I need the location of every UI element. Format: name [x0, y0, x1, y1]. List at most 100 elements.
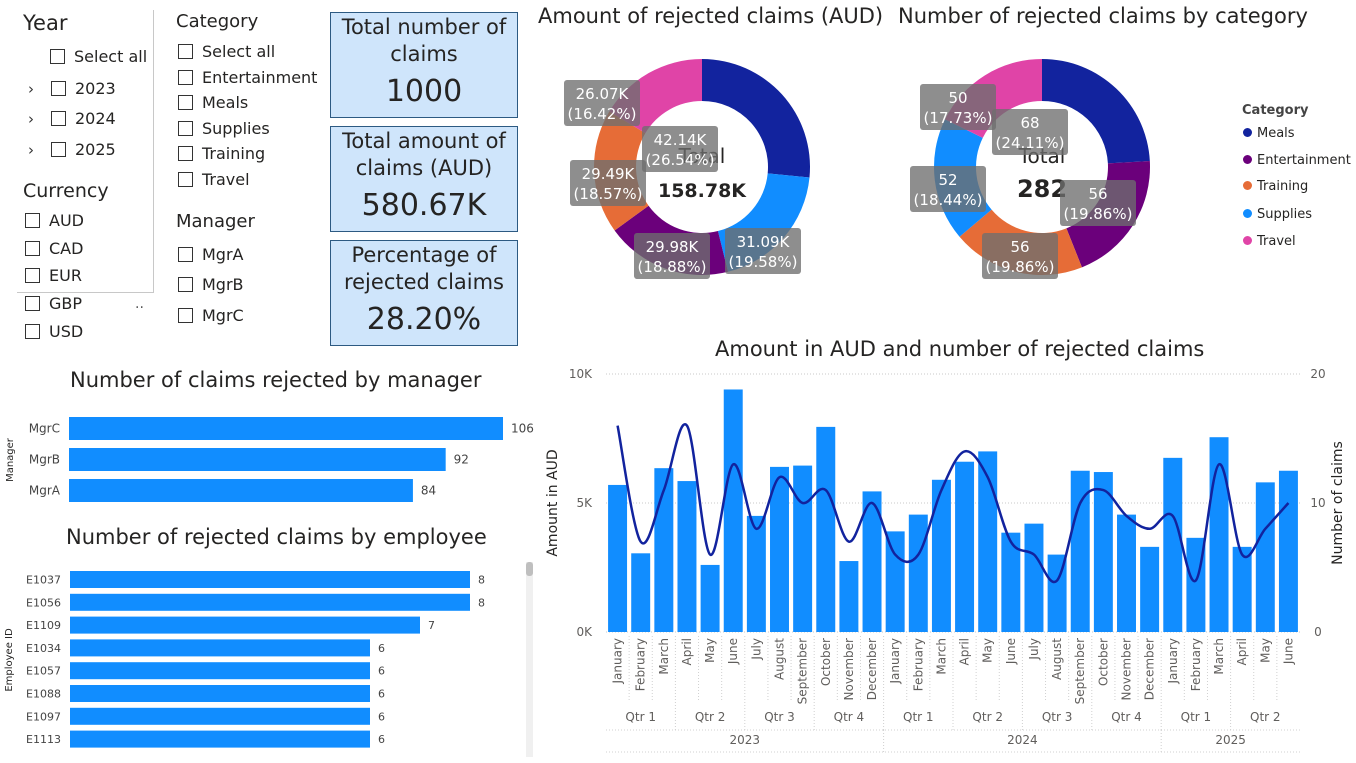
- checkbox[interactable]: [178, 172, 193, 187]
- month-label: November: [1120, 638, 1134, 700]
- month-label: March: [934, 638, 948, 675]
- count-donut-chart[interactable]: Total28268(24.11%)56(19.86%)56(19.86%)52…: [890, 30, 1190, 330]
- bar-january[interactable]: [885, 531, 905, 632]
- year-item-2024[interactable]: › 2024: [28, 109, 116, 128]
- checkbox[interactable]: [25, 268, 40, 283]
- bar-may[interactable]: [700, 564, 720, 632]
- currency-item-usd[interactable]: USD: [25, 322, 83, 341]
- manager-item-mgrb[interactable]: MgrB: [178, 275, 244, 294]
- checkbox[interactable]: [178, 308, 193, 323]
- bar-july[interactable]: [1024, 523, 1044, 632]
- bar-january[interactable]: [608, 484, 628, 632]
- chevron-right-icon[interactable]: ›: [28, 79, 34, 98]
- currency-item-cad[interactable]: CAD: [25, 239, 83, 258]
- bar-march[interactable]: [1209, 437, 1229, 632]
- checkbox[interactable]: [25, 213, 40, 228]
- bar-e1113[interactable]: [70, 730, 370, 748]
- checkbox[interactable]: [25, 296, 40, 311]
- bar-may[interactable]: [1255, 482, 1275, 632]
- bar-october[interactable]: [1093, 472, 1113, 632]
- employee-scrollbar-thumb[interactable]: [526, 562, 533, 576]
- employee-bar-chart[interactable]: Employee ID E1037 8 E1056 8 E1109 7 E1034 6 E1057…: [0, 560, 540, 760]
- bar-e1097[interactable]: [70, 707, 370, 725]
- chevron-right-icon[interactable]: ›: [28, 140, 34, 159]
- legend-item-meals[interactable]: Meals: [1243, 126, 1295, 141]
- checkbox[interactable]: [25, 324, 40, 339]
- bar-e1037[interactable]: [70, 571, 470, 588]
- checkbox[interactable]: [178, 146, 193, 161]
- year-select-all[interactable]: Select all: [50, 47, 147, 66]
- checkbox[interactable]: [25, 241, 40, 256]
- year-item-2025[interactable]: › 2025: [28, 140, 116, 159]
- bar-march[interactable]: [654, 468, 674, 632]
- bar-april[interactable]: [1232, 546, 1252, 632]
- category-item-travel[interactable]: Travel: [178, 170, 250, 189]
- chevron-right-icon[interactable]: ›: [28, 109, 34, 128]
- bar-august[interactable]: [1047, 554, 1067, 632]
- bar-e1034[interactable]: [70, 639, 370, 657]
- bar-e1088[interactable]: [70, 685, 370, 702]
- checkbox[interactable]: [178, 70, 193, 85]
- donut-slice-meals[interactable]: [1042, 59, 1150, 164]
- bar-february[interactable]: [908, 514, 928, 632]
- legend-item-travel[interactable]: Travel: [1243, 234, 1296, 249]
- manager-item-mgra[interactable]: MgrA: [178, 245, 243, 264]
- bar-june[interactable]: [1278, 470, 1298, 632]
- category-item-training[interactable]: Training: [178, 144, 265, 163]
- card-title-line-1: Total amount of: [342, 129, 506, 153]
- checkbox[interactable]: [51, 111, 66, 126]
- bar-november[interactable]: [1117, 514, 1136, 632]
- bar-december[interactable]: [1140, 546, 1160, 632]
- currency-item-gbp[interactable]: GBP: [25, 294, 82, 313]
- checkbox[interactable]: [178, 277, 193, 292]
- checkbox[interactable]: [178, 44, 193, 59]
- checkbox[interactable]: [178, 95, 193, 110]
- bar-july[interactable]: [746, 515, 766, 632]
- bar-september[interactable]: [1070, 470, 1090, 632]
- bar-march[interactable]: [931, 479, 951, 632]
- bar-e1109[interactable]: [70, 616, 420, 634]
- checkbox[interactable]: [51, 142, 66, 157]
- manager-item-mgrc[interactable]: MgrC: [178, 306, 244, 325]
- bar-august[interactable]: [770, 466, 789, 632]
- checkbox[interactable]: [50, 49, 65, 64]
- donut-slice-meals[interactable]: [702, 59, 810, 178]
- checkbox[interactable]: [178, 247, 193, 262]
- category-item-entertainment[interactable]: Entertainment: [178, 68, 317, 87]
- manager-bar-chart[interactable]: Manager MgrC 106 MgrB 92 MgrA 84: [0, 400, 540, 520]
- bar-may[interactable]: [978, 451, 998, 632]
- bar-february[interactable]: [631, 553, 651, 632]
- bar-november[interactable]: [839, 561, 859, 632]
- more-options-icon[interactable]: ..: [135, 296, 144, 312]
- checkbox[interactable]: [51, 81, 66, 96]
- data-label-value: 29.49K: [582, 165, 636, 183]
- bar-september[interactable]: [793, 465, 813, 632]
- bar-mgrc[interactable]: [69, 417, 503, 440]
- category-item-meals[interactable]: Meals: [178, 93, 248, 112]
- legend-item-entertainment[interactable]: Entertainment: [1243, 153, 1351, 168]
- legend-item-supplies[interactable]: Supplies: [1243, 207, 1312, 222]
- currency-item-aud[interactable]: AUD: [25, 211, 84, 230]
- bar-december[interactable]: [862, 491, 882, 632]
- bar-e1057[interactable]: [70, 662, 370, 680]
- amount-count-combo-chart[interactable]: 0K 0 5K 10 10K 20 Amount in AUD Number of claim…: [540, 362, 1356, 760]
- legend-item-training[interactable]: Training: [1243, 179, 1308, 194]
- bar-june[interactable]: [723, 389, 743, 632]
- bar-january[interactable]: [1163, 457, 1183, 632]
- bar-april[interactable]: [677, 481, 697, 632]
- month-label: July: [749, 638, 763, 661]
- category-select-all[interactable]: Select all: [178, 42, 275, 61]
- amount-donut-chart[interactable]: Total158.78K42.14K(26.54%)31.09K(19.58%)…: [540, 30, 840, 330]
- bar-october[interactable]: [816, 426, 836, 632]
- year-item-2023[interactable]: › 2023: [28, 79, 116, 98]
- bar-april[interactable]: [955, 461, 975, 632]
- currency-item-eur[interactable]: EUR: [25, 266, 82, 285]
- employee-scrollbar-track[interactable]: [526, 562, 533, 757]
- checkbox[interactable]: [178, 121, 193, 136]
- bar-e1056[interactable]: [70, 593, 470, 611]
- bar-mgra[interactable]: [69, 479, 413, 502]
- category-item-supplies[interactable]: Supplies: [178, 119, 270, 138]
- category-label: E1057: [26, 665, 61, 678]
- bar-june[interactable]: [1001, 532, 1021, 632]
- bar-mgrb[interactable]: [69, 448, 446, 471]
